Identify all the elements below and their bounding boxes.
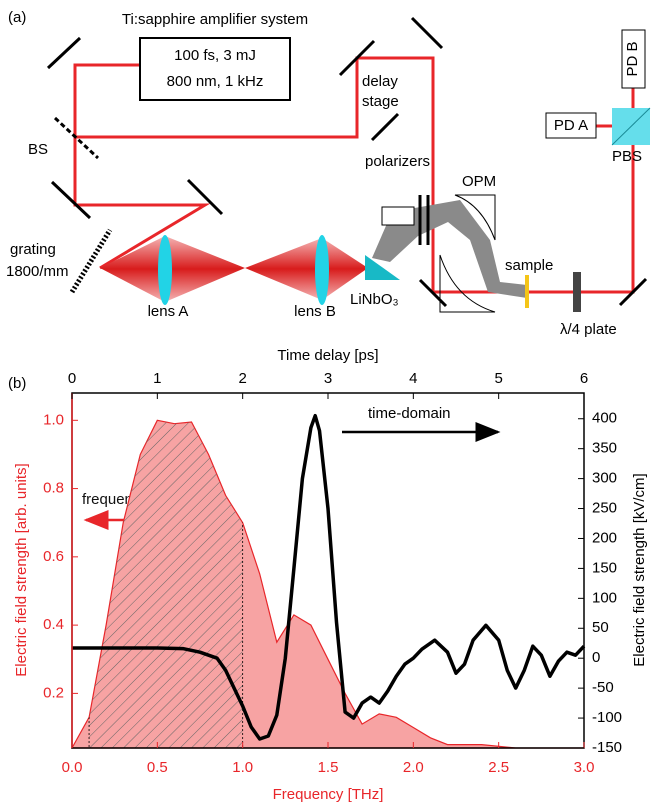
beam-cone bbox=[245, 238, 368, 300]
y2-tick-label: -150 bbox=[592, 739, 622, 756]
x2-tick-label: 1 bbox=[153, 370, 161, 387]
y2-tick-label: 400 bbox=[592, 410, 617, 427]
x-tick-label: 0.5 bbox=[147, 759, 168, 776]
y2-tick-label: 300 bbox=[592, 470, 617, 487]
pbs-diagonal bbox=[611, 107, 651, 146]
y-tick-label: 0.8 bbox=[43, 480, 64, 497]
y2-tick-label: -100 bbox=[592, 709, 622, 726]
mirror bbox=[418, 278, 448, 308]
mirror bbox=[410, 16, 444, 50]
label: BS bbox=[28, 141, 48, 158]
x-axis-label: Frequency [THz] bbox=[273, 786, 384, 803]
label: PD B bbox=[624, 41, 641, 76]
shaded-region bbox=[89, 420, 243, 748]
setup-diagram: (a) Ti:sapphire amplifier system 100 fs,… bbox=[6, 9, 651, 338]
x-tick-label: 0.0 bbox=[62, 759, 83, 776]
waveplate bbox=[573, 272, 581, 312]
panel-label: (a) bbox=[8, 9, 26, 26]
y2-tick-label: 200 bbox=[592, 529, 617, 546]
label: lens A bbox=[148, 303, 189, 320]
laser-box bbox=[139, 37, 291, 101]
mirror bbox=[370, 112, 400, 142]
x2-tick-label: 6 bbox=[580, 370, 588, 387]
label: polarizers bbox=[365, 153, 430, 170]
detector bbox=[545, 112, 597, 139]
x-tick-label: 2.0 bbox=[403, 759, 424, 776]
x2-tick-label: 5 bbox=[494, 370, 502, 387]
label: Ti:sapphire amplifier system bbox=[122, 11, 308, 28]
x-tick-label: 1.5 bbox=[318, 759, 339, 776]
label: 1800/mm bbox=[6, 263, 69, 280]
y-tick-label: 1.0 bbox=[43, 411, 64, 428]
y2-tick-label: -50 bbox=[592, 679, 614, 696]
label: PBS bbox=[612, 148, 642, 165]
x2-tick-label: 4 bbox=[409, 370, 417, 387]
mirror bbox=[50, 180, 92, 220]
label: grating bbox=[10, 241, 56, 258]
label: λ/4 plate bbox=[560, 321, 617, 338]
y2-tick-label: 0 bbox=[592, 649, 600, 666]
label: PD A bbox=[554, 117, 588, 134]
plot: 0.0 0.5 1.0 1.5 2.0 2.5 3.0 0 1 2 3 4 5 6 0.2 0.4 0.6 0.8… bbox=[43, 370, 622, 776]
y2-tick-label: 350 bbox=[592, 440, 617, 457]
y-tick-label: 0.4 bbox=[43, 616, 64, 633]
x2-tick-label: 0 bbox=[68, 370, 76, 387]
mirror bbox=[338, 39, 376, 77]
mirror bbox=[46, 36, 82, 70]
x-tick-label: 2.5 bbox=[488, 759, 509, 776]
grating bbox=[69, 228, 113, 294]
x2-tick-label: 2 bbox=[238, 370, 246, 387]
aperture bbox=[381, 206, 415, 226]
label: delay bbox=[362, 73, 398, 90]
line bbox=[72, 413, 586, 741]
label: 100 fs, 3 mJ bbox=[174, 47, 256, 64]
x-tick-label: 3.0 bbox=[574, 759, 595, 776]
x2-axis-label: Time delay [ps] bbox=[277, 347, 378, 364]
beam-splitter bbox=[53, 116, 100, 160]
x-tick-label: 1.0 bbox=[232, 759, 253, 776]
label: sample bbox=[505, 257, 553, 274]
annotation: time-domain bbox=[368, 405, 451, 422]
label: 800 nm, 1 kHz bbox=[167, 73, 264, 90]
beam-cone bbox=[100, 236, 245, 302]
label: lens B bbox=[294, 303, 336, 320]
crystal bbox=[365, 255, 400, 280]
mirror bbox=[186, 178, 224, 216]
y2-tick-label: 50 bbox=[592, 619, 609, 636]
panel-label: (b) bbox=[8, 375, 26, 392]
y2-tick-label: 100 bbox=[592, 589, 617, 606]
y-tick-label: 0.6 bbox=[43, 548, 64, 565]
opm bbox=[454, 194, 496, 241]
mirror bbox=[618, 277, 648, 307]
y-tick-label: 0.2 bbox=[43, 684, 64, 701]
label: stage bbox=[362, 93, 399, 110]
y2-tick-label: 250 bbox=[592, 500, 617, 517]
lens bbox=[315, 235, 329, 305]
detector bbox=[621, 29, 646, 89]
label: OPM bbox=[462, 173, 496, 190]
y-axis-label: Electric field strength [arb. units] bbox=[13, 463, 30, 676]
lens bbox=[158, 235, 172, 305]
opm bbox=[439, 254, 496, 313]
y2-tick-label: 150 bbox=[592, 559, 617, 576]
label: LiNbO₃ bbox=[350, 291, 399, 308]
y2-axis-label: Electric field strength [kV/cm] bbox=[631, 473, 648, 666]
x2-tick-label: 3 bbox=[324, 370, 332, 387]
